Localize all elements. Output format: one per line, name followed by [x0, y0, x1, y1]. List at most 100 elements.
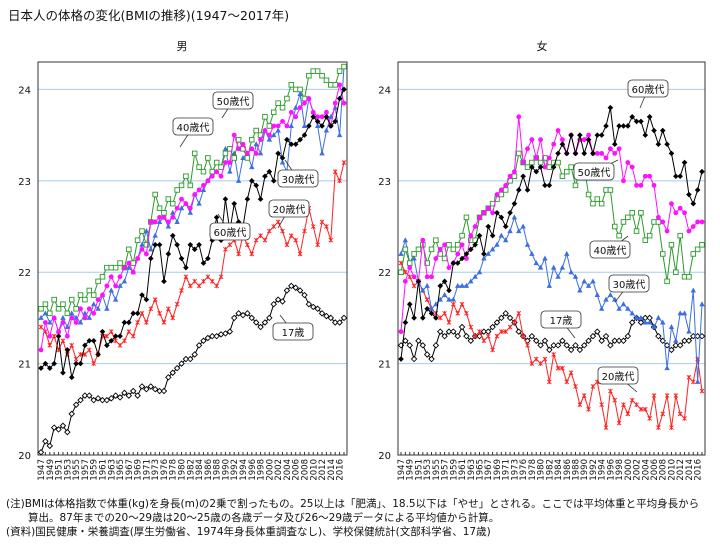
- data-point: [95, 305, 101, 311]
- data-point: [629, 210, 635, 216]
- data-point: [525, 146, 530, 152]
- data-point: [445, 328, 453, 335]
- data-point: [301, 122, 308, 128]
- data-point: [590, 278, 596, 284]
- data-point: [681, 337, 688, 344]
- data-point: [262, 114, 268, 120]
- data-point: [284, 95, 290, 102]
- data-point: [170, 315, 176, 321]
- data-point: [603, 187, 609, 193]
- data-point: [336, 95, 343, 102]
- data-point: [332, 82, 338, 88]
- data-point: [512, 320, 517, 325]
- data-point: [515, 328, 523, 335]
- data-point: [655, 332, 662, 340]
- data-point: [332, 169, 338, 174]
- data-point: [485, 205, 491, 211]
- data-point: [144, 320, 149, 325]
- data-point: [564, 250, 570, 256]
- data-point: [99, 396, 106, 404]
- data-point: [191, 246, 198, 253]
- data-point: [586, 132, 591, 138]
- data-point: [576, 346, 584, 354]
- panel-female: 女202122232419471949195119531955195719591…: [378, 39, 706, 481]
- data-point: [336, 68, 343, 74]
- data-point: [651, 182, 657, 188]
- data-point: [236, 251, 241, 257]
- data-point: [174, 187, 180, 193]
- data-point: [77, 396, 84, 404]
- data-point: [293, 114, 299, 120]
- data-point: [104, 333, 110, 339]
- data-point: [585, 282, 592, 288]
- data-point: [293, 237, 299, 243]
- data-point: [511, 200, 518, 207]
- data-point: [507, 324, 513, 330]
- data-point: [459, 242, 465, 248]
- data-point: [55, 306, 62, 312]
- data-point: [598, 132, 605, 138]
- data-point: [222, 196, 229, 202]
- data-point: [498, 187, 504, 193]
- data-point: [337, 178, 342, 184]
- data-point: [270, 109, 277, 116]
- data-point: [564, 379, 570, 385]
- data-point: [60, 320, 66, 325]
- data-point: [332, 100, 338, 106]
- data-point: [231, 155, 237, 161]
- data-point: [532, 337, 540, 344]
- data-point: [585, 136, 592, 143]
- data-point: [134, 310, 141, 317]
- data-point: [42, 438, 49, 445]
- data-point: [161, 320, 167, 325]
- data-point: [157, 214, 162, 220]
- data-point: [314, 118, 321, 125]
- data-point: [560, 137, 565, 143]
- data-point: [568, 269, 574, 275]
- y-tick-label: 21: [378, 360, 391, 371]
- data-point: [424, 305, 430, 312]
- data-point: [301, 291, 308, 299]
- data-point: [493, 319, 501, 326]
- data-point: [82, 342, 88, 349]
- data-point: [187, 283, 193, 289]
- data-point: [253, 150, 259, 156]
- data-point: [655, 314, 662, 320]
- data-point: [279, 155, 286, 161]
- data-point: [472, 333, 478, 339]
- data-point: [56, 329, 61, 335]
- data-point: [108, 329, 114, 334]
- data-point: [494, 241, 500, 247]
- data-point: [95, 351, 101, 358]
- data-point: [682, 416, 687, 421]
- data-point: [249, 146, 255, 152]
- data-point: [134, 392, 141, 399]
- data-point: [116, 394, 124, 401]
- data-point: [620, 219, 627, 225]
- data-point: [455, 251, 461, 257]
- data-point: [209, 332, 216, 340]
- data-point: [529, 137, 535, 143]
- data-point: [642, 173, 648, 179]
- data-point: [90, 301, 97, 307]
- data-point: [117, 333, 123, 339]
- data-point: [82, 296, 88, 303]
- x-tick-label: 1988: [571, 459, 581, 481]
- data-point: [125, 392, 133, 399]
- data-point: [341, 63, 347, 70]
- data-point: [489, 246, 496, 252]
- data-point: [319, 219, 325, 225]
- data-point: [51, 315, 57, 321]
- data-point: [108, 287, 114, 293]
- data-point: [64, 333, 70, 339]
- data-point: [108, 395, 115, 402]
- data-point: [113, 283, 119, 289]
- data-point: [253, 182, 259, 189]
- x-tick-label: 1973: [151, 459, 161, 481]
- data-point: [214, 169, 220, 175]
- data-point: [73, 306, 79, 312]
- data-point: [458, 323, 466, 331]
- data-point: [512, 169, 517, 175]
- data-point: [47, 343, 53, 348]
- data-point: [143, 251, 149, 257]
